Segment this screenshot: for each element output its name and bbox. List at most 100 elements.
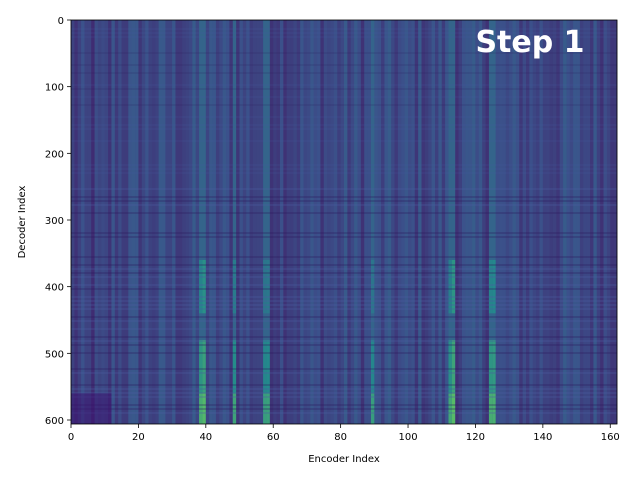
heatmap-row-bands [71, 28, 617, 424]
heatmap-column [472, 20, 476, 424]
heatmap-column [293, 20, 298, 424]
y-axis: 0 100 200 300 400 500 600 [45, 16, 71, 427]
heatmap-column [279, 20, 284, 424]
heatmap-column [148, 20, 153, 424]
heatmap-column [128, 20, 132, 424]
heatmap-column [600, 20, 604, 424]
heatmap-row-band [71, 396, 617, 398]
x-tick-label: 40 [199, 432, 212, 443]
heatmap-column [569, 20, 574, 424]
heatmap-column [529, 20, 534, 424]
heatmap-row-band [71, 412, 617, 414]
heatmap-column [145, 20, 149, 424]
heatmap-column [458, 20, 463, 424]
heatmap-column [465, 20, 470, 424]
heatmap-column [266, 20, 271, 424]
heatmap-column [397, 20, 402, 424]
heatmap-column [360, 20, 365, 424]
heatmap-column [586, 20, 591, 424]
heatmap-column [610, 20, 614, 424]
heatmap-column [168, 20, 173, 424]
heatmap-row-band [71, 268, 617, 270]
heatmap-column [556, 20, 561, 424]
x-tick-label: 60 [267, 432, 280, 443]
heatmap-column [303, 20, 308, 424]
heatmap-column [135, 20, 139, 424]
heatmap-column [209, 20, 213, 424]
heatmap-column [340, 20, 345, 424]
heatmap-column [563, 20, 567, 424]
heatmap-column [114, 20, 119, 424]
heatmap-column-highlight [370, 340, 375, 394]
heatmap-column [239, 20, 244, 424]
heatmap-column [155, 20, 159, 424]
heatmap-row-band [71, 336, 617, 338]
heatmap-column [333, 20, 338, 424]
heatmap-column [327, 20, 331, 424]
heatmap-column [165, 20, 170, 424]
heatmap-column [536, 20, 540, 424]
heatmap-column [488, 20, 493, 424]
heatmap-column [418, 20, 422, 424]
heatmap-column-highlight [232, 340, 237, 394]
heatmap-column-highlight [232, 393, 237, 424]
heatmap-column [242, 20, 247, 424]
heatmap-column [549, 20, 554, 424]
heatmap-column [259, 20, 264, 424]
heatmap-column [290, 20, 294, 424]
heatmap-column-highlight [451, 393, 456, 424]
heatmap-column [438, 20, 443, 424]
heatmap-column-highlight [232, 260, 237, 314]
heatmap-column [495, 20, 500, 424]
heatmap-column [573, 20, 577, 424]
heatmap-column [374, 20, 379, 424]
heatmap-column [323, 20, 328, 424]
heatmap-row-band [71, 172, 617, 174]
heatmap-row-band [71, 232, 617, 234]
x-tick-label: 160 [601, 432, 620, 443]
heatmap-column-highlight [448, 340, 453, 394]
heatmap-column-highlight [451, 260, 456, 314]
heatmap-row-band [71, 340, 617, 342]
heatmap-column [94, 20, 99, 424]
heatmap-column [509, 20, 513, 424]
heatmap-row-band [71, 368, 617, 370]
heatmap-column [111, 20, 116, 424]
heatmap-column-highlight [202, 393, 207, 424]
y-tick-label: 200 [45, 149, 64, 160]
y-tick-label: 600 [45, 416, 64, 427]
heatmap-column-highlight [488, 393, 493, 424]
heatmap-column [158, 20, 163, 424]
heatmap-column [391, 20, 395, 424]
heatmap-column [468, 20, 473, 424]
heatmap-column [310, 20, 314, 424]
heatmap-column [81, 20, 85, 424]
heatmap-row-band [71, 52, 617, 54]
heatmap-row-band [71, 308, 617, 310]
heatmap-column-highlight [263, 340, 267, 394]
heatmap-row-band [71, 28, 617, 30]
heatmap-row-band [71, 36, 617, 38]
heatmap-columns [71, 20, 618, 424]
x-tick-label: 120 [466, 432, 485, 443]
heatmap-column [185, 20, 190, 424]
heatmap-column [519, 20, 523, 424]
y-tick-label: 400 [45, 283, 64, 294]
heatmap-row-band [71, 388, 617, 390]
heatmap-column [515, 20, 520, 424]
heatmap-row-band [71, 212, 617, 214]
heatmap-row-band [71, 128, 617, 130]
heatmap-row-band [71, 96, 617, 98]
heatmap-column-highlight [448, 260, 453, 314]
heatmap-column [229, 20, 234, 424]
heatmap-column [485, 20, 490, 424]
heatmap-row-band [71, 272, 617, 274]
heatmap-column [283, 20, 288, 424]
heatmap-column [172, 20, 176, 424]
heatmap-column [212, 20, 217, 424]
heatmap-row-band [71, 372, 617, 374]
heatmap-column [118, 20, 122, 424]
heatmap-row-band [71, 264, 617, 266]
heatmap-column [411, 20, 416, 424]
heatmap-row-band [71, 168, 617, 170]
